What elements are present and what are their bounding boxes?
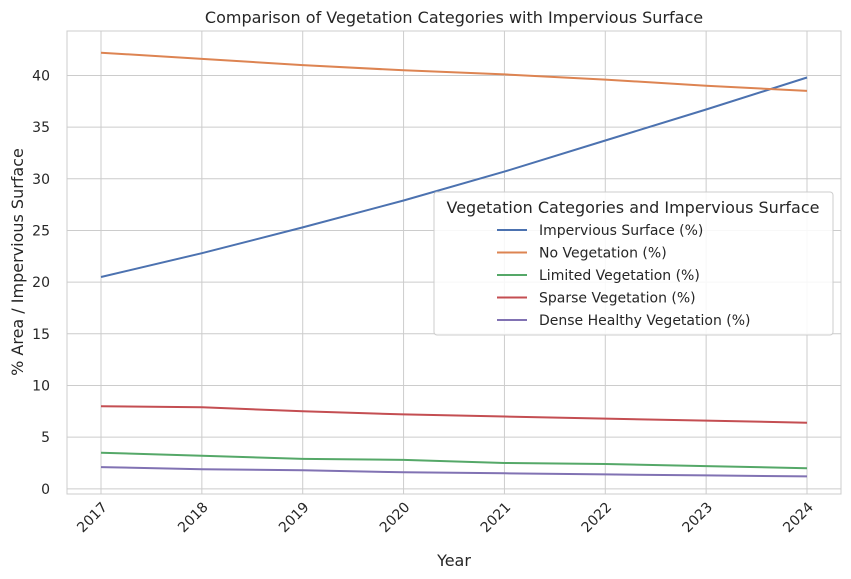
y-tick-label: 5 (41, 430, 50, 446)
x-tick-label: 2023 (679, 500, 716, 537)
y-tick-label: 20 (32, 275, 50, 291)
legend: Vegetation Categories and Impervious Sur… (433, 191, 834, 336)
legend-box (433, 191, 834, 336)
x-tick-label: 2021 (478, 500, 515, 537)
legend-title: Vegetation Categories and Impervious Sur… (447, 198, 820, 217)
x-axis-label: Year (436, 551, 471, 570)
y-tick-label: 15 (32, 327, 50, 343)
x-tick-label: 2022 (579, 500, 616, 537)
legend-entry: No Vegetation (%) (539, 246, 667, 262)
series-line-sparse-vegetation (100, 405, 808, 424)
y-tick-label: 30 (32, 172, 50, 188)
legend-entry: Sparse Vegetation (%) (539, 291, 696, 307)
grid (67, 31, 841, 494)
x-tick-label: 2024 (780, 499, 817, 536)
series-line-limited-vegetation (100, 451, 808, 470)
series-line-dense-healthy-vegetation (100, 466, 808, 478)
x-tick-label: 2017 (74, 500, 111, 537)
series-line-impervious-surface (100, 76, 808, 278)
x-tick-label: 2019 (276, 500, 313, 537)
series-lines (100, 51, 808, 478)
y-tick-label: 35 (32, 120, 50, 136)
legend-entry: Impervious Surface (%) (539, 223, 703, 239)
x-tick-label: 2018 (175, 500, 212, 537)
chart-title: Comparison of Vegetation Categories with… (205, 8, 703, 27)
legend-entry: Dense Healthy Vegetation (%) (539, 313, 751, 329)
y-tick-label: 10 (32, 378, 50, 394)
y-tick-label: 25 (32, 223, 50, 239)
legend-items: Impervious Surface (%) No Vegetation (%) L… (497, 223, 751, 329)
x-tick-label: 2020 (377, 500, 414, 537)
y-tick-label: 0 (41, 482, 50, 498)
series-line-no-vegetation (100, 51, 808, 92)
y-tick-label: 40 (32, 68, 50, 84)
y-axis-label: % Area / Impervious Surface (8, 148, 27, 376)
legend-entry: Limited Vegetation (%) (539, 268, 700, 284)
